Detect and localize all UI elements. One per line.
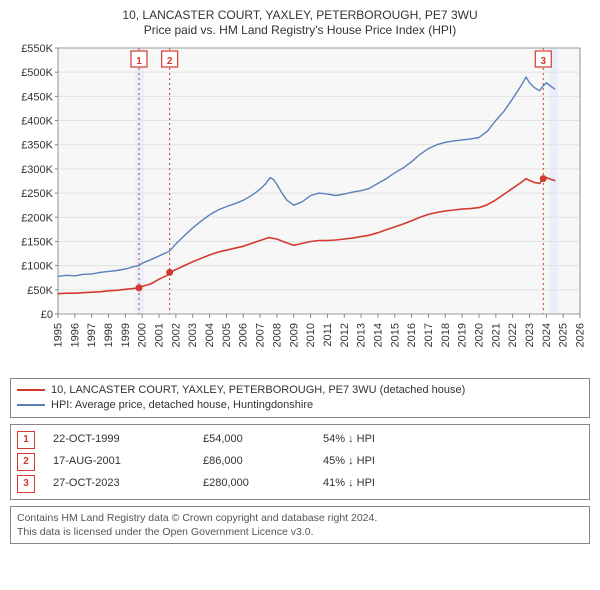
svg-text:£550K: £550K <box>21 43 53 55</box>
svg-text:2021: 2021 <box>490 323 502 347</box>
svg-text:£200K: £200K <box>21 212 53 224</box>
svg-text:2008: 2008 <box>271 323 283 347</box>
legend-label: 10, LANCASTER COURT, YAXLEY, PETERBOROUG… <box>51 383 465 398</box>
svg-text:2003: 2003 <box>187 323 199 347</box>
chart-container: { "title_line1": "10, LANCASTER COURT, Y… <box>0 0 600 590</box>
marker-badge: 2 <box>17 453 35 471</box>
legend-item: 10, LANCASTER COURT, YAXLEY, PETERBOROUG… <box>17 383 583 398</box>
svg-text:£400K: £400K <box>21 116 53 128</box>
svg-text:2017: 2017 <box>423 323 435 347</box>
marker-row: 1 22-OCT-1999£54,00054% ↓ HPI <box>17 429 583 451</box>
legend-swatch <box>17 404 45 406</box>
title-line-2: Price paid vs. HM Land Registry's House … <box>10 23 590 38</box>
sale-markers-table: 1 22-OCT-1999£54,00054% ↓ HPI 2 17-AUG-2001… <box>10 424 590 500</box>
svg-text:2002: 2002 <box>170 323 182 347</box>
svg-text:£350K: £350K <box>21 140 53 152</box>
svg-text:£500K: £500K <box>21 67 53 79</box>
svg-text:2013: 2013 <box>356 323 368 347</box>
svg-text:2018: 2018 <box>440 323 452 347</box>
marker-delta: 41% ↓ HPI <box>323 476 583 491</box>
legend-label: HPI: Average price, detached house, Hunt… <box>51 398 313 413</box>
svg-text:1996: 1996 <box>69 323 81 347</box>
legend-swatch <box>17 389 45 391</box>
svg-text:2005: 2005 <box>221 323 233 347</box>
svg-text:2009: 2009 <box>288 323 300 347</box>
svg-text:2001: 2001 <box>154 323 166 347</box>
attribution-line-1: Contains HM Land Registry data © Crown c… <box>17 511 583 525</box>
svg-text:1995: 1995 <box>53 323 65 347</box>
svg-text:1997: 1997 <box>86 323 98 347</box>
attribution: Contains HM Land Registry data © Crown c… <box>10 506 590 544</box>
legend: 10, LANCASTER COURT, YAXLEY, PETERBOROUG… <box>10 378 590 418</box>
legend-item: HPI: Average price, detached house, Hunt… <box>17 398 583 413</box>
svg-text:£150K: £150K <box>21 236 53 248</box>
marker-price: £86,000 <box>203 454 323 469</box>
svg-text:2015: 2015 <box>389 323 401 347</box>
marker-row: 3 27-OCT-2023£280,00041% ↓ HPI <box>17 473 583 495</box>
marker-price: £54,000 <box>203 432 323 447</box>
marker-price: £280,000 <box>203 476 323 491</box>
svg-text:2: 2 <box>167 56 173 67</box>
svg-text:£0: £0 <box>41 309 53 321</box>
svg-text:2023: 2023 <box>524 323 536 347</box>
svg-text:2000: 2000 <box>137 323 149 347</box>
svg-text:2022: 2022 <box>507 323 519 347</box>
svg-text:2025: 2025 <box>558 323 570 347</box>
svg-text:2020: 2020 <box>473 323 485 347</box>
svg-text:£300K: £300K <box>21 164 53 176</box>
marker-row: 2 17-AUG-2001£86,00045% ↓ HPI <box>17 451 583 473</box>
svg-text:1998: 1998 <box>103 323 115 347</box>
price-vs-hpi-chart: £0 £50K £100K £150K £200K £250K £300K £350K £400… <box>10 42 590 372</box>
svg-text:2007: 2007 <box>255 323 267 347</box>
marker-delta: 45% ↓ HPI <box>323 454 583 469</box>
chart-titles: 10, LANCASTER COURT, YAXLEY, PETERBOROUG… <box>10 8 590 38</box>
svg-text:2026: 2026 <box>575 323 587 347</box>
marker-delta: 54% ↓ HPI <box>323 432 583 447</box>
marker-badge: 3 <box>17 475 35 493</box>
svg-text:2024: 2024 <box>541 323 553 347</box>
svg-text:2011: 2011 <box>322 323 334 347</box>
svg-text:2014: 2014 <box>372 323 384 347</box>
svg-text:£100K: £100K <box>21 261 53 273</box>
svg-text:3: 3 <box>541 56 547 67</box>
marker-date: 27-OCT-2023 <box>53 476 203 491</box>
svg-text:2010: 2010 <box>305 323 317 347</box>
svg-text:2019: 2019 <box>457 323 469 347</box>
svg-text:2006: 2006 <box>238 323 250 347</box>
attribution-line-2: This data is licensed under the Open Gov… <box>17 525 583 539</box>
svg-text:2004: 2004 <box>204 323 216 347</box>
svg-text:£450K: £450K <box>21 91 53 103</box>
marker-badge: 1 <box>17 431 35 449</box>
svg-text:£250K: £250K <box>21 188 53 200</box>
svg-text:2012: 2012 <box>339 323 351 347</box>
svg-text:1: 1 <box>136 56 142 67</box>
marker-date: 17-AUG-2001 <box>53 454 203 469</box>
svg-text:2016: 2016 <box>406 323 418 347</box>
svg-text:1999: 1999 <box>120 323 132 347</box>
marker-date: 22-OCT-1999 <box>53 432 203 447</box>
title-line-1: 10, LANCASTER COURT, YAXLEY, PETERBOROUG… <box>10 8 590 23</box>
svg-text:£50K: £50K <box>27 285 53 297</box>
